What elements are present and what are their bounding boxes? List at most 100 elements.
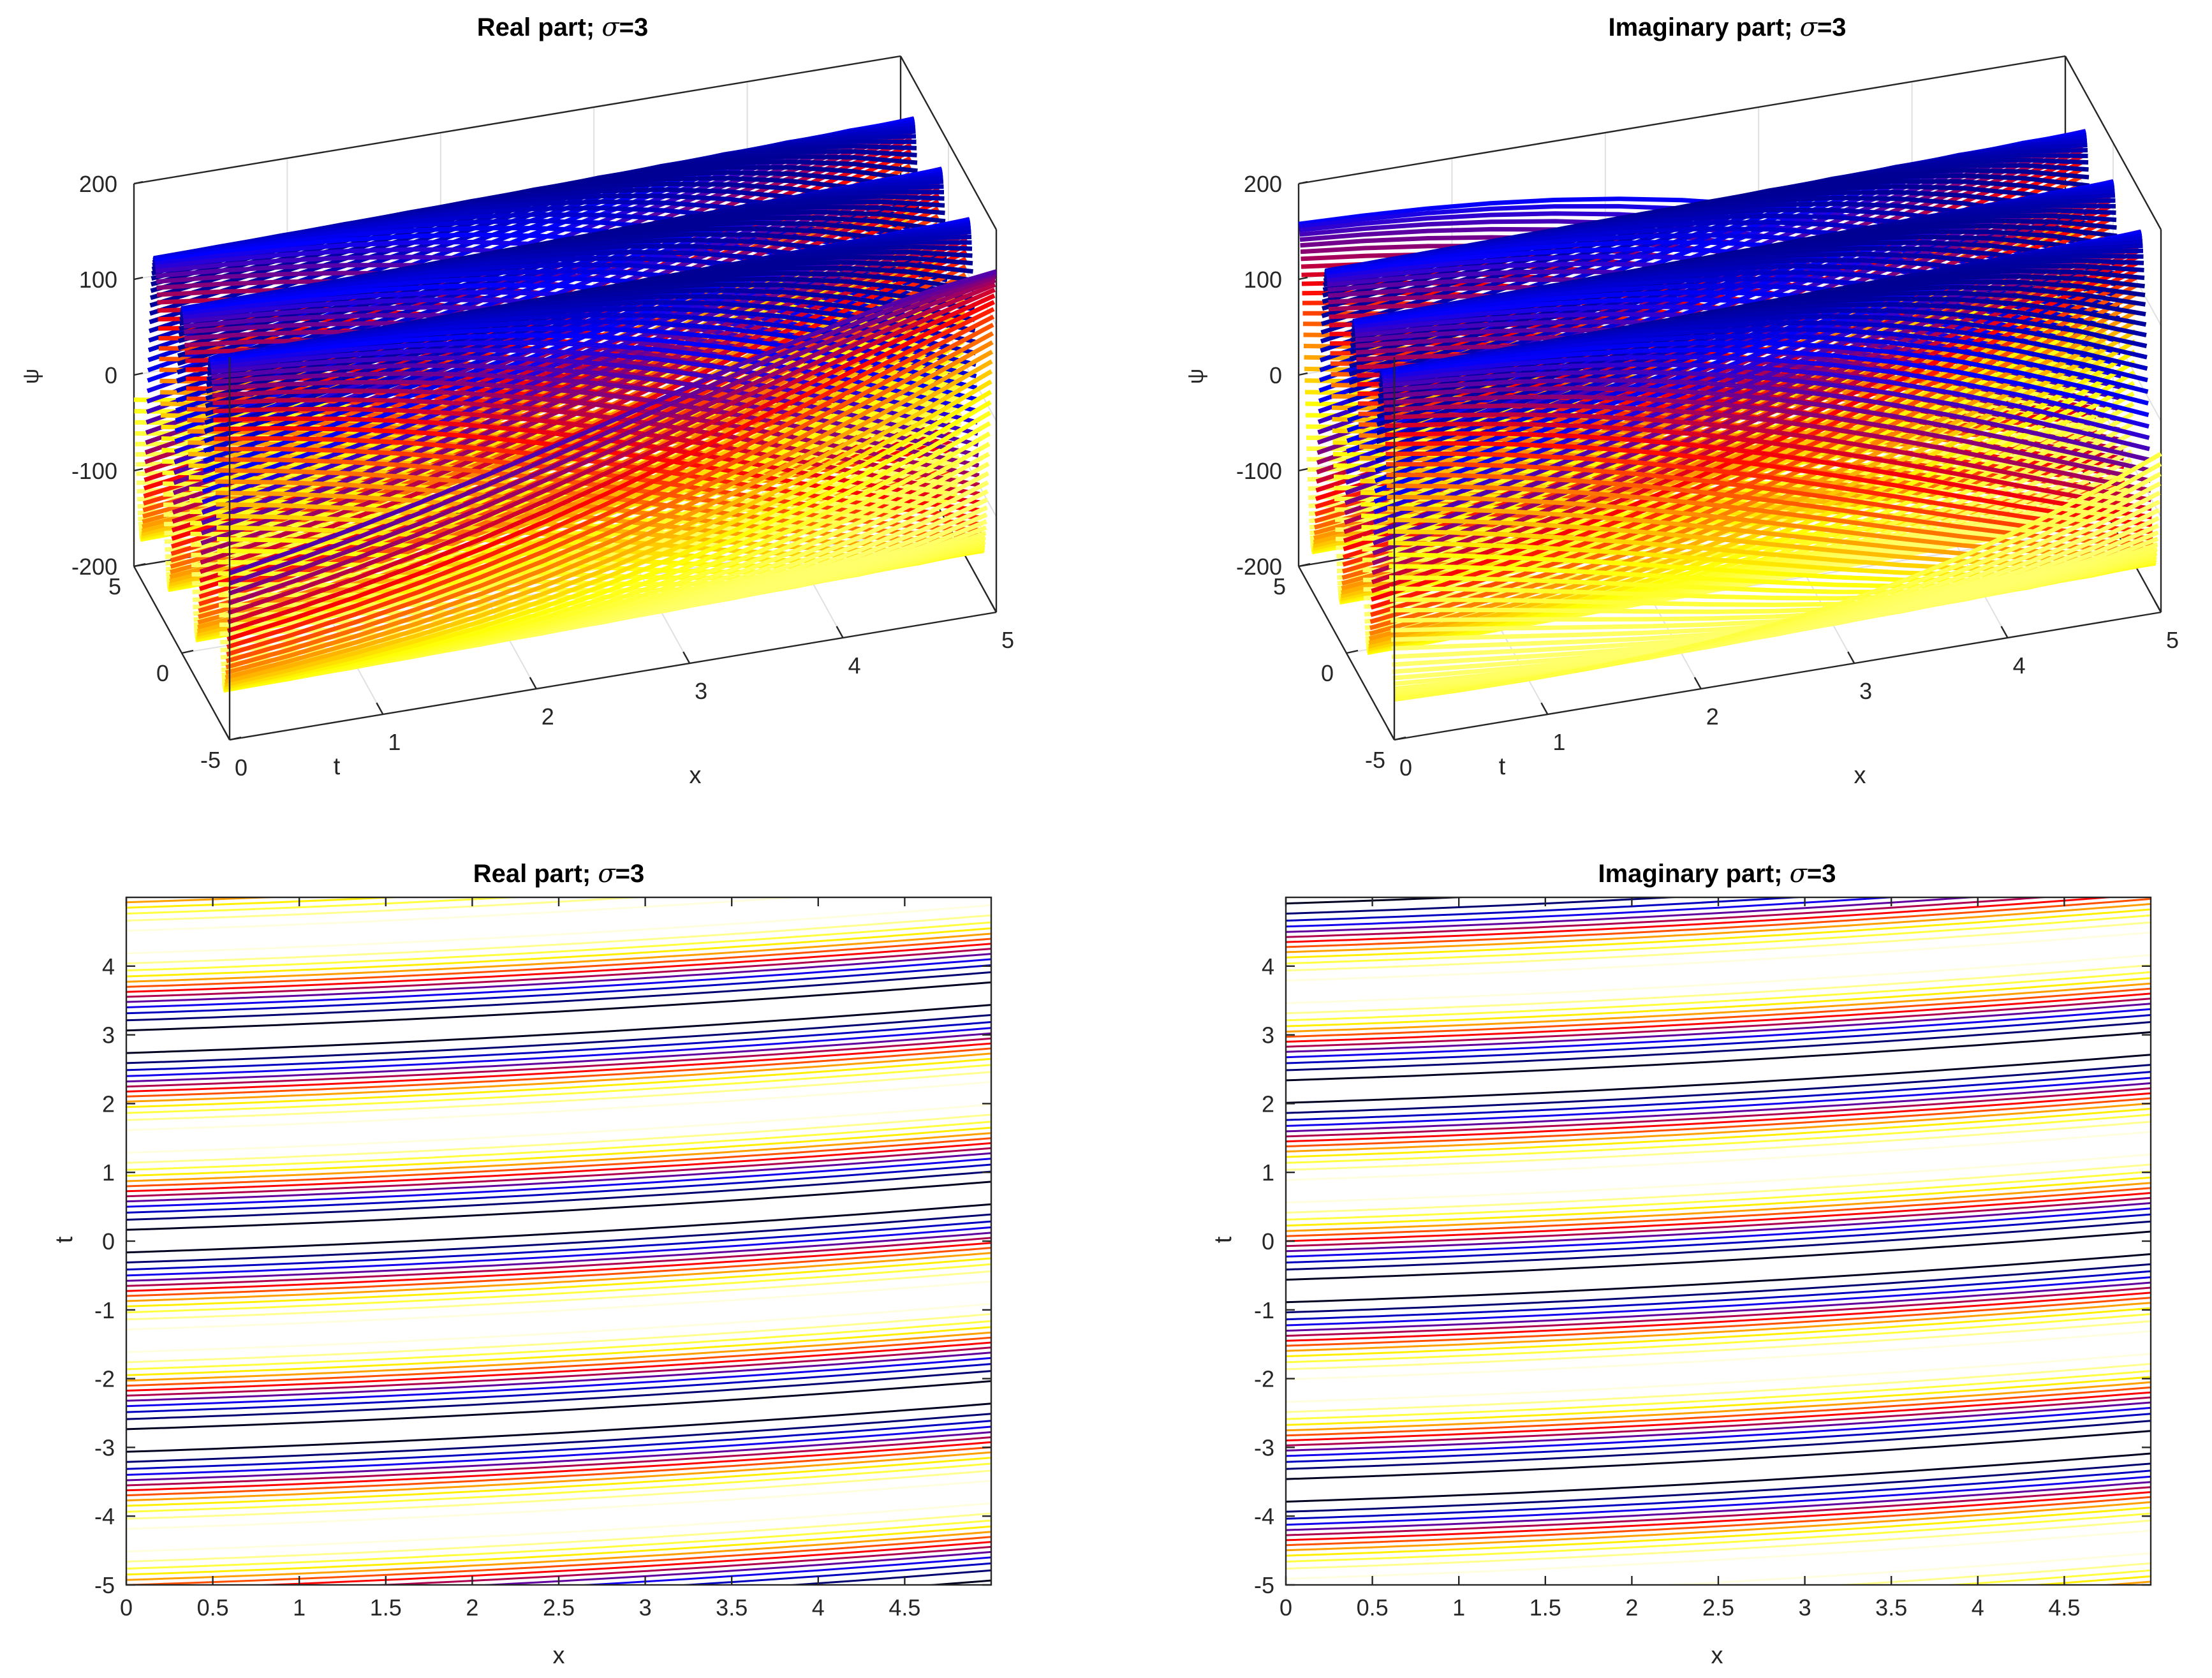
- x-tick-label: 1: [1552, 729, 1565, 755]
- contour-line: [1286, 1396, 2151, 1446]
- contour-line: [1286, 964, 2151, 1015]
- surface-strip: [226, 293, 996, 633]
- x-tick-label: 5: [1001, 627, 1014, 653]
- x-tick-label: 0: [235, 754, 247, 781]
- surface-front-axes: [1297, 357, 2162, 741]
- contour-axes: 0 0.5 1 1.5 2 2.5 3 3.5 4 4.5 -5 -4 -3 -2 -1 0 1 2 3 4: [94, 896, 992, 1621]
- contour-line: [572, 1556, 991, 1585]
- contour-line: [126, 1021, 991, 1071]
- contour-line: [126, 1042, 991, 1093]
- surface-strip: [1383, 386, 2151, 473]
- contour-line: [126, 1064, 991, 1114]
- surface-strip: [212, 379, 980, 468]
- box-edge: [1298, 55, 2066, 185]
- surface-strip: [1369, 275, 2139, 617]
- surface-strip: [182, 283, 950, 351]
- contour-line: [1286, 1082, 2151, 1133]
- surface-strip: [225, 359, 993, 684]
- surface-strip: [228, 274, 997, 596]
- contour-line: [1286, 1512, 2151, 1563]
- contour-line: [1286, 1064, 2151, 1114]
- contour-line: [126, 1158, 991, 1208]
- z-tick: [133, 467, 144, 472]
- contour-line: [126, 1457, 991, 1507]
- contour-line: [126, 1346, 991, 1397]
- y-tick-label: -2: [94, 1366, 115, 1392]
- contour-line: [1286, 1202, 2151, 1253]
- t-axis-line: [1297, 566, 1396, 740]
- y-tick-label: -5: [1254, 1572, 1274, 1598]
- y-axis-label: t: [1210, 1236, 1237, 1243]
- contour-line: [1286, 1486, 2151, 1536]
- contour-line: [1286, 902, 2151, 953]
- y-tick-label: 3: [1262, 1022, 1274, 1049]
- surface-panel-real: -200 -100 0 100 200 0 1 2 3 4 5 -5 0 5 Real part; σ=3…: [19, 13, 1014, 789]
- surface-strip: [223, 390, 992, 692]
- contour-line: [1286, 1121, 2151, 1171]
- contour-line: [1286, 1192, 2151, 1242]
- x-tick: [682, 651, 691, 664]
- surface-strip: [1372, 233, 2141, 546]
- t-tick: [133, 563, 146, 568]
- surface-strip: [227, 283, 996, 615]
- x-tick-label: 1: [293, 1594, 306, 1621]
- z-tick-label: 0: [1269, 362, 1282, 388]
- contour-line: [126, 927, 991, 978]
- contour-line: [126, 1037, 991, 1088]
- contour-line: [1286, 908, 2151, 959]
- surface-tick-labels: -200 -100 0 100 200 0 1 2 3 4 5 -5 0 5: [1236, 171, 2179, 781]
- chart-title: Real part; σ=3: [477, 13, 649, 42]
- surface-front-axes: [133, 357, 997, 741]
- x-tick-label: 1.5: [1530, 1594, 1561, 1621]
- contour-line: [126, 1413, 991, 1463]
- contour-line: [1286, 1220, 2151, 1271]
- x-tick-label: 0: [1399, 754, 1412, 781]
- surface-strip: [1383, 403, 2151, 493]
- surface-strip: [1383, 378, 2151, 462]
- y-tick-label: 2: [1262, 1091, 1274, 1117]
- contour-line: [1286, 897, 2120, 943]
- x-axis-label: x: [689, 762, 702, 789]
- surface-strip: [1385, 451, 2153, 534]
- y-tick-label: 3: [102, 1022, 115, 1049]
- contour-line: [126, 1237, 991, 1287]
- x-tick: [376, 702, 384, 715]
- contour-line: [1286, 1420, 2151, 1470]
- x-tick-label: 5: [2166, 627, 2179, 653]
- contour-line: [126, 1357, 991, 1408]
- z-tick-label: -100: [71, 458, 117, 484]
- z-tick-label: 200: [79, 171, 117, 197]
- surface-strip: [1372, 235, 2141, 556]
- contour-line: [126, 1170, 991, 1221]
- x-axis-label: x: [553, 1642, 565, 1669]
- contour-line: [1286, 1430, 2151, 1480]
- x-tick-label: 2: [1625, 1594, 1638, 1621]
- chart-title: Imaginary part; σ=3: [1598, 859, 1836, 888]
- contour-line: [126, 1032, 991, 1083]
- surface-strip: [223, 400, 992, 693]
- contour-line: [126, 897, 806, 932]
- contour-line: [1286, 1163, 2151, 1214]
- t-tick: [181, 649, 194, 654]
- surface-strip: [224, 379, 992, 690]
- surface-strip: [210, 333, 978, 402]
- contour-line: [126, 1052, 991, 1103]
- surface-strip: [1381, 341, 2149, 406]
- x-tick: [529, 677, 537, 689]
- contour-line: [1286, 1286, 2151, 1337]
- contour-line: [1286, 1381, 2151, 1432]
- contour-lines: [126, 897, 991, 1585]
- x-tick: [989, 600, 998, 613]
- x-tick: [2000, 626, 2009, 638]
- surface-strip: [1385, 431, 2152, 520]
- contour-line: [1286, 1176, 2151, 1227]
- surface-strip: [1369, 283, 2139, 624]
- contour-line: [126, 1531, 991, 1581]
- contour-line: [1286, 1452, 2151, 1503]
- surface-strip: [226, 323, 994, 663]
- x-tick-label: 2.5: [543, 1594, 575, 1621]
- contour-line: [1286, 1481, 2151, 1531]
- contour-line: [1286, 897, 2151, 948]
- surface-strip: [228, 269, 997, 576]
